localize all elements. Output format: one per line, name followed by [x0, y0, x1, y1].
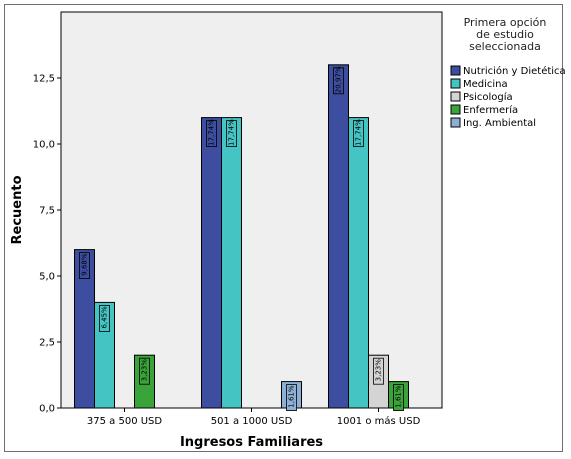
x-tick-label: 501 a 1000 USD	[211, 416, 293, 427]
bar-data-label: 17,74%	[355, 119, 363, 146]
bar-label-box	[286, 384, 297, 412]
bar-label-box	[99, 304, 110, 332]
y-tick-label: 12,5	[33, 74, 55, 85]
bar-data-label: 6,45%	[101, 306, 109, 329]
y-tick-label: 0,0	[39, 404, 55, 415]
bar-data-label: 17,74%	[228, 119, 236, 146]
bar-data-label: 1,61%	[288, 385, 296, 408]
bar-label-box	[353, 120, 364, 147]
x-axis-label: Ingresos Familiares	[180, 435, 323, 450]
bar-label-box	[139, 357, 150, 385]
bar-label-box	[333, 67, 344, 95]
legend-swatch	[450, 117, 461, 128]
y-tick-label: 7,5	[39, 206, 55, 217]
x-tick-label: 375 a 500 USD	[87, 416, 163, 427]
bar	[221, 117, 242, 409]
plot-area	[60, 11, 443, 409]
bar-data-label: 3,23%	[375, 359, 383, 382]
bar-label-box	[373, 357, 384, 385]
legend-title: Primera opción	[464, 16, 547, 29]
legend-title: de estudio	[476, 28, 534, 41]
legend-swatch	[450, 65, 461, 76]
legend-item-label: Ing. Ambiental	[463, 118, 536, 129]
legend-swatch	[450, 91, 461, 102]
bar	[201, 117, 222, 409]
legend-item-label: Enfermería	[463, 104, 518, 116]
legend-item-label: Psicología	[463, 91, 513, 103]
bar-label-box	[226, 120, 237, 147]
bar	[348, 117, 369, 409]
y-tick-label: 10,0	[33, 140, 55, 151]
bar	[328, 64, 349, 409]
bar-data-label: 20,97%	[335, 66, 343, 93]
x-tick-label: 1001 o más USD	[337, 415, 421, 427]
legend-item-label: Nutrición y Dietética	[463, 65, 566, 77]
y-axis-label: Recuento	[10, 175, 25, 244]
bar-label-box	[79, 252, 90, 280]
bar-data-label: 9,68%	[81, 253, 89, 276]
legend-swatch	[450, 78, 461, 89]
y-tick-label: 5,0	[39, 272, 55, 283]
bar-label-box	[206, 120, 217, 147]
bar-data-label: 3,23%	[141, 359, 149, 382]
legend-item-label: Medicina	[463, 79, 508, 90]
y-tick-label: 2,5	[39, 338, 55, 349]
bar-label-box	[393, 384, 404, 412]
bar-data-label: 17,74%	[208, 119, 216, 146]
legend-swatch	[450, 104, 461, 115]
bar-data-label: 1,61%	[395, 385, 403, 408]
legend-title: seleccionada	[469, 40, 541, 53]
